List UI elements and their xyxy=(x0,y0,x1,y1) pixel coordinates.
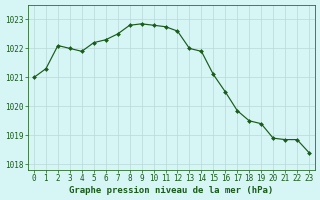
X-axis label: Graphe pression niveau de la mer (hPa): Graphe pression niveau de la mer (hPa) xyxy=(69,186,274,195)
